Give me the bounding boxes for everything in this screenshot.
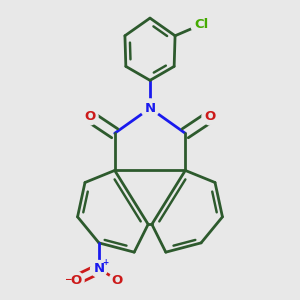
Text: +: + — [102, 258, 109, 267]
Circle shape — [81, 108, 98, 125]
Text: Cl: Cl — [194, 18, 208, 31]
Circle shape — [191, 14, 211, 35]
Circle shape — [109, 272, 126, 288]
Text: N: N — [144, 102, 156, 115]
Text: −: − — [64, 274, 71, 284]
Text: O: O — [84, 110, 95, 123]
Text: N: N — [93, 262, 104, 275]
Text: O: O — [205, 110, 216, 123]
Text: O: O — [112, 274, 123, 286]
Circle shape — [202, 108, 219, 125]
Circle shape — [141, 99, 159, 118]
Text: O: O — [70, 274, 81, 286]
Circle shape — [91, 260, 107, 277]
Circle shape — [67, 272, 84, 288]
